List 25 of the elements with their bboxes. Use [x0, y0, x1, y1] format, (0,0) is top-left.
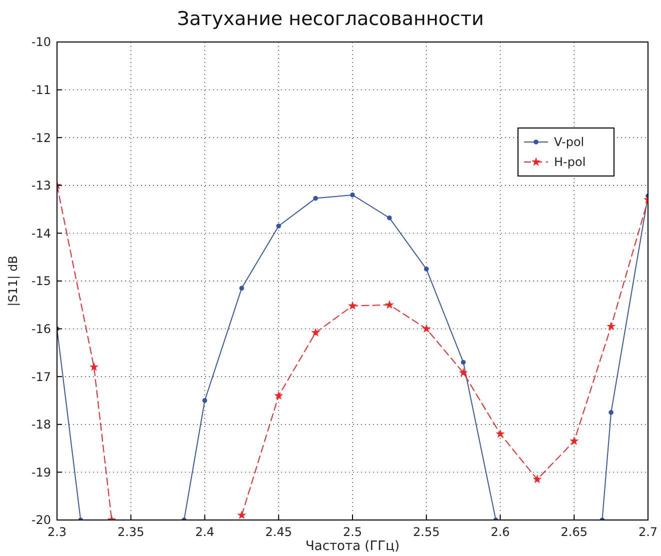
- x-tick-label: 2.7: [638, 525, 658, 539]
- y-tick-label: -11: [31, 83, 51, 97]
- y-tick-label: -14: [31, 226, 51, 240]
- y-tick-label: -13: [31, 178, 51, 193]
- y-tick-label: -20: [31, 513, 51, 528]
- y-tick-label: -12: [31, 130, 51, 145]
- y-tick-label: -16: [31, 322, 51, 336]
- y-tick-label: -18: [31, 418, 51, 432]
- x-tick-label: 2.4: [195, 525, 214, 539]
- x-tick-label: 2.35: [118, 525, 144, 539]
- x-axis-title: Частота (ГГц): [305, 539, 400, 554]
- legend-label: H-pol: [554, 155, 586, 170]
- x-tick-label: 2.45: [265, 525, 292, 539]
- y-tick-label: -17: [31, 370, 51, 384]
- x-tick-label: 2.55: [413, 525, 440, 539]
- y-axis-title: |S11| dB: [6, 256, 20, 306]
- y-tick-label: -19: [31, 465, 51, 480]
- y-tick-label: -15: [31, 274, 51, 288]
- x-tick-label: 2.3: [47, 525, 67, 539]
- chart-title: Затухание несогласованности: [177, 8, 484, 30]
- legend-label: V-pol: [554, 135, 584, 150]
- y-tick-label: -10: [31, 35, 51, 50]
- x-tick-label: 2.5: [342, 525, 362, 539]
- x-tick-label: 2.65: [560, 525, 588, 539]
- x-tick-label: 2.6: [490, 525, 510, 539]
